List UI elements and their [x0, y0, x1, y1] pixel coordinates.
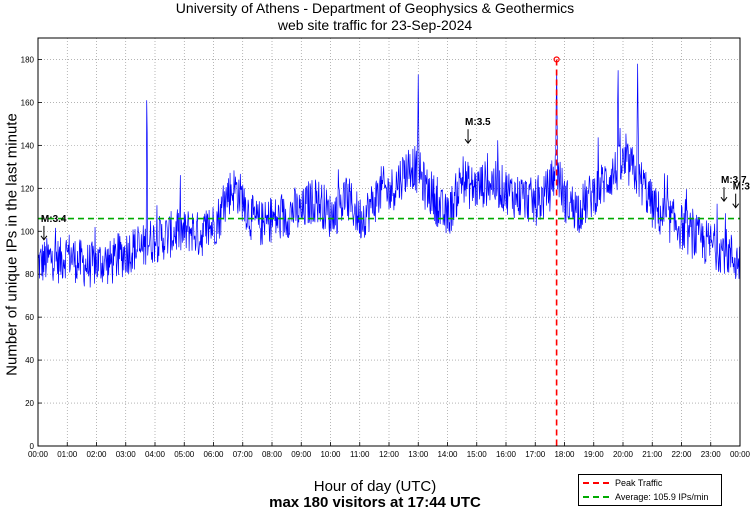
annotation-m-3-6: M:3.6 — [732, 182, 750, 209]
series-line-traffic — [37, 63, 740, 288]
annotation-label: M:3.4 — [41, 214, 67, 225]
x-tick-label: 06:00 — [203, 450, 224, 459]
y-tick-label: 160 — [21, 98, 35, 107]
legend-label-average: Average: 105.9 IPs/min — [615, 492, 709, 502]
x-tick-label: 14:00 — [437, 450, 458, 459]
x-tick-label: 00:00 — [730, 450, 750, 459]
x-tick-label: 07:00 — [233, 450, 254, 459]
x-tick-label: 05:00 — [174, 450, 195, 459]
annotation-m-3-4: M:3.4 — [40, 214, 67, 241]
y-tick-label: 60 — [25, 313, 34, 322]
x-tick-label: 03:00 — [116, 450, 137, 459]
x-tick-label: 12:00 — [379, 450, 400, 459]
annotation-arrowhead — [732, 203, 740, 209]
x-tick-label: 09:00 — [291, 450, 312, 459]
legend-entry-average: Average: 105.9 IPs/min — [583, 491, 708, 503]
x-tick-label: 15:00 — [467, 450, 488, 459]
chart-title-line-2: web site traffic for 23-Sep-2024 — [277, 17, 473, 33]
x-axis-sublabel: max 180 visitors at 17:44 UTC — [269, 494, 481, 511]
y-tick-label: 0 — [30, 442, 35, 451]
x-axis-label: Hour of day (UTC) — [313, 478, 437, 495]
x-tick-label: 20:00 — [613, 450, 634, 459]
legend-swatch-average — [583, 496, 609, 498]
peak-marker — [553, 56, 560, 63]
x-tick-label: 18:00 — [554, 450, 575, 459]
x-tick-label: 21:00 — [642, 450, 663, 459]
annotation-label: M:3.7 — [721, 175, 747, 186]
annotation-arrowhead — [40, 235, 48, 241]
x-tick-label: 23:00 — [701, 450, 722, 459]
x-tick-label: 22:00 — [671, 450, 692, 459]
annotation-m-3-5: M:3.5 — [464, 117, 491, 145]
annotation-arrowhead — [464, 138, 472, 145]
y-tick-label: 20 — [25, 399, 34, 408]
y-tick-label: 120 — [21, 184, 35, 193]
x-tick-label: 19:00 — [584, 450, 605, 459]
x-tick-label: 11:00 — [350, 450, 370, 459]
x-tick-label: 16:00 — [496, 450, 517, 459]
y-tick-label: 180 — [21, 55, 35, 64]
x-tick-label: 13:00 — [408, 450, 429, 459]
annotation-label: M:3.5 — [465, 117, 491, 128]
annotation-m-3-7: M:3.7 — [720, 175, 747, 203]
y-tick-label: 100 — [21, 227, 35, 236]
annotation-label: M:3.6 — [733, 182, 750, 193]
legend-entry-peak: Peak Traffic — [583, 477, 662, 489]
x-tick-label: 04:00 — [145, 450, 166, 459]
x-tick-label: 02:00 — [86, 450, 107, 459]
y-tick-label: 40 — [25, 356, 34, 365]
y-axis-label: Number of unique IPs in the last minute — [3, 113, 21, 376]
y-tick-label: 140 — [21, 141, 35, 150]
y-tick-label: 80 — [25, 270, 34, 279]
chart-title-line-1: University of Athens - Department of Geo… — [175, 0, 575, 16]
x-tick-label: 17:00 — [525, 450, 546, 459]
legend-label-peak: Peak Traffic — [615, 478, 663, 488]
legend: Peak Traffic Average: 105.9 IPs/min — [578, 474, 722, 506]
plot-frame — [37, 37, 741, 447]
x-tick-label: 08:00 — [262, 450, 283, 459]
x-tick-label: 00:00 — [28, 450, 49, 459]
annotation-arrowhead — [720, 196, 728, 203]
x-tick-label: 10:00 — [320, 450, 341, 459]
legend-swatch-peak — [583, 482, 609, 484]
x-tick-label: 01:00 — [57, 450, 78, 459]
